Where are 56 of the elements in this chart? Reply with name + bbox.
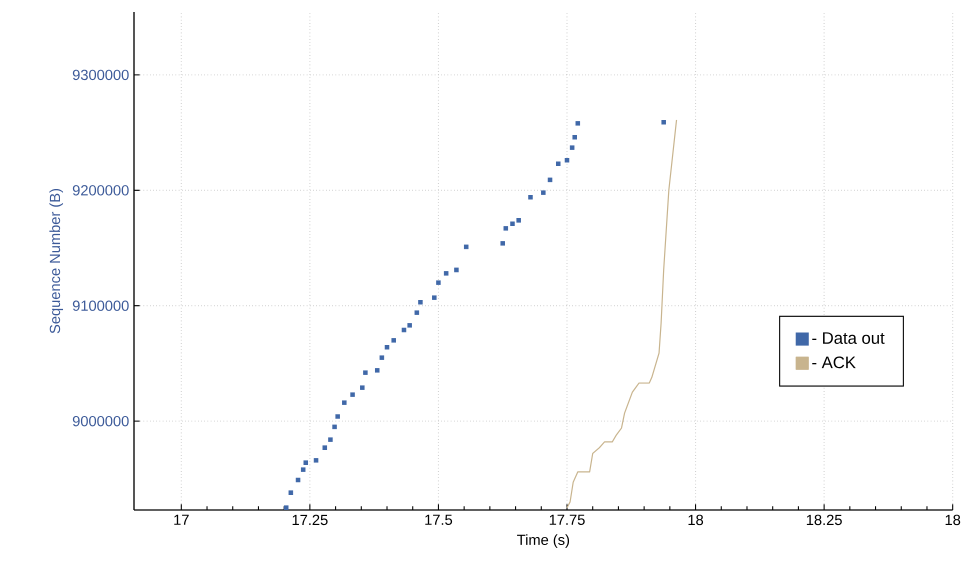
point bbox=[454, 268, 459, 272]
point bbox=[300, 467, 306, 472]
point bbox=[350, 392, 355, 397]
point bbox=[363, 370, 368, 375]
x-tick-label: 17 bbox=[174, 514, 189, 525]
line-series bbox=[566, 119, 678, 508]
x-axis-title: Time (s) bbox=[517, 534, 570, 548]
legend-label: - Data out bbox=[812, 332, 885, 344]
point bbox=[335, 414, 340, 419]
x-tick-label: 17.5 bbox=[425, 514, 452, 525]
x-tick-label: 18 bbox=[946, 514, 960, 526]
point bbox=[436, 280, 441, 285]
point bbox=[661, 120, 666, 124]
point bbox=[314, 458, 318, 463]
point bbox=[528, 194, 533, 200]
point bbox=[418, 300, 423, 305]
point bbox=[374, 368, 380, 373]
point bbox=[414, 310, 420, 315]
point bbox=[504, 226, 508, 231]
point bbox=[322, 445, 328, 450]
point bbox=[284, 505, 288, 510]
y-tick-label: 9300000 bbox=[72, 70, 129, 80]
point bbox=[380, 355, 384, 360]
point bbox=[288, 490, 294, 495]
y-tick-label: 9000000 bbox=[72, 416, 129, 426]
point bbox=[402, 328, 406, 332]
point bbox=[296, 478, 300, 482]
x-tick-label: 17.75 bbox=[550, 514, 585, 525]
point bbox=[572, 134, 577, 140]
point bbox=[510, 222, 515, 226]
point bbox=[570, 145, 574, 150]
x-tick-label: 18 bbox=[688, 514, 704, 526]
point bbox=[342, 400, 347, 405]
point bbox=[541, 190, 546, 195]
y-tick-label: 9100000 bbox=[72, 300, 129, 311]
point bbox=[464, 244, 468, 250]
x-tick-label: 18.25 bbox=[806, 514, 842, 526]
point bbox=[407, 323, 412, 328]
point bbox=[556, 161, 561, 166]
point bbox=[500, 241, 505, 246]
point bbox=[360, 385, 365, 390]
point bbox=[576, 121, 580, 126]
point bbox=[564, 158, 570, 163]
x-tick-label: 17.25 bbox=[292, 514, 328, 526]
y-axis-title: Sequence Number (B) bbox=[49, 188, 64, 334]
point bbox=[516, 218, 521, 223]
point bbox=[303, 460, 308, 465]
point bbox=[384, 344, 390, 350]
point bbox=[548, 178, 552, 182]
point bbox=[444, 271, 448, 276]
point bbox=[432, 295, 437, 300]
y-tick-label: 9200000 bbox=[72, 185, 129, 196]
point bbox=[391, 338, 396, 343]
point bbox=[328, 437, 333, 442]
legend-label: - ACK bbox=[812, 356, 856, 368]
point bbox=[332, 424, 337, 430]
